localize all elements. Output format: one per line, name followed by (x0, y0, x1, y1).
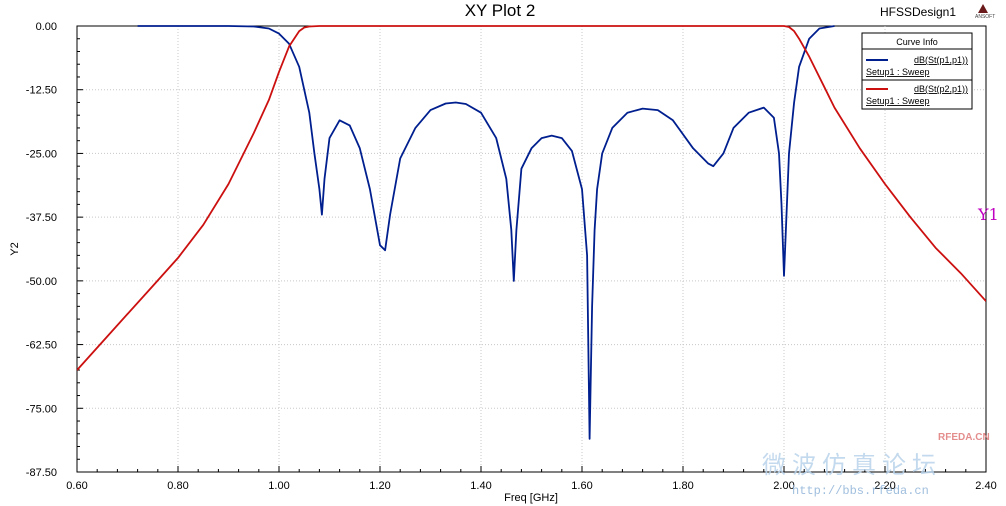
y-tick-label: -87.50 (26, 467, 57, 479)
legend-title: Curve Info (896, 37, 938, 47)
legend-entry-setup: Setup1 : Sweep (866, 96, 930, 106)
legend-entry-name: dB(St(p1,p1)) (914, 55, 968, 65)
grid (77, 26, 986, 472)
x-tick-label: 0.60 (66, 480, 87, 492)
legend-entry[interactable]: dB(St(p1,p1)) Setup1 : Sweep (866, 55, 968, 77)
x-tick-label: 2.40 (975, 480, 996, 492)
y-axis-ticks: 0.00 -12.50 -25.00 -37.50 -50.00 -62.50 -75.00… (26, 21, 83, 479)
series-layer (77, 25, 986, 440)
design-name: HFSSDesign1 (880, 5, 956, 19)
x-tick-label: 1.60 (571, 480, 592, 492)
x-tick-label: 2.20 (874, 480, 895, 492)
series-line-1[interactable] (137, 25, 835, 440)
x-axis-ticks: 0.60 0.80 1.00 1.20 1.40 1.60 1.80 2.00 2.20 2.40 (66, 466, 997, 492)
watermark-site: RFEDA.CN (938, 432, 990, 443)
y-tick-label: -62.50 (26, 340, 57, 352)
plot-area[interactable] (76, 25, 987, 473)
y-tick-label: 0.00 (36, 21, 57, 33)
watermark-chinese-text: 微波仿真论坛 (762, 451, 942, 479)
series-line-2[interactable] (77, 25, 986, 371)
watermark-url: http://bbs.rfeda.cn (792, 484, 929, 498)
ansoft-logo-icon: ANSOFT (975, 4, 995, 20)
y-tick-label: -37.50 (26, 212, 57, 224)
x-tick-label: 1.00 (268, 480, 289, 492)
legend-entry-setup: Setup1 : Sweep (866, 67, 930, 77)
y-tick-label: -50.00 (26, 276, 57, 288)
watermark: RFEDA.CN 微波仿真论坛 http://bbs.rfeda.cn (762, 432, 990, 498)
x-tick-label: 2.00 (773, 480, 794, 492)
chart-title: XY Plot 2 (465, 1, 536, 20)
x-tick-label: 1.20 (369, 480, 390, 492)
x-tick-label: 1.80 (672, 480, 693, 492)
legend-box (861, 32, 973, 110)
brand-label: ANSOFT (975, 14, 995, 20)
y-tick-label: -25.00 (26, 148, 57, 160)
legend[interactable]: Curve Info dB(St(p1,p1)) Setup1 : Sweep … (861, 32, 973, 110)
legend-entry-name: dB(St(p2,p1)) (914, 84, 968, 94)
x-axis-label: Freq [GHz] (504, 492, 558, 504)
x-tick-label: 0.80 (167, 480, 188, 492)
y-tick-label: -12.50 (26, 85, 57, 97)
legend-entry[interactable]: dB(St(p2,p1)) Setup1 : Sweep (866, 84, 968, 106)
x-tick-label: 1.40 (470, 480, 491, 492)
y-axis-label: Y2 (9, 242, 21, 255)
y-axis-marker-label: Y1 (977, 205, 999, 224)
y-tick-label: -75.00 (26, 403, 57, 415)
